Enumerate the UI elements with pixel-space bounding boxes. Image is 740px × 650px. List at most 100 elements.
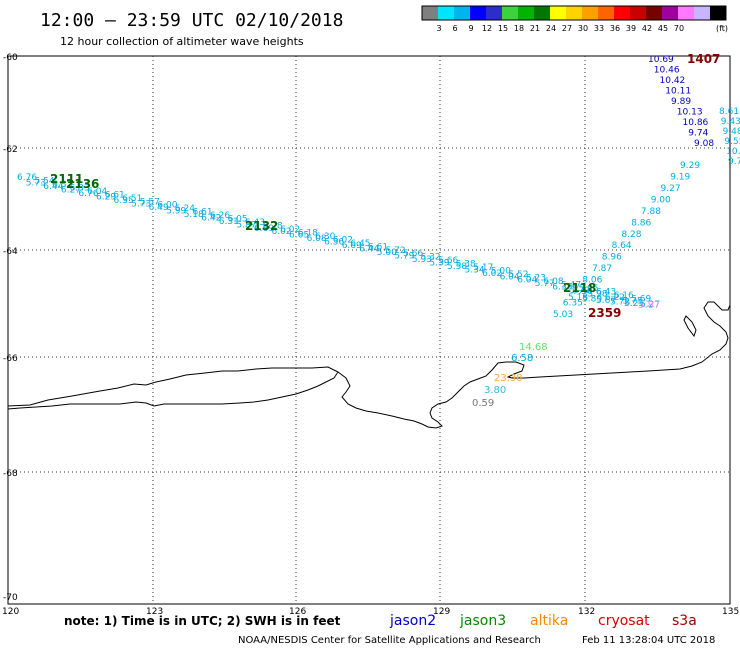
time-label-2136: 2136	[66, 177, 99, 191]
swh-value-label: 6.43	[596, 287, 616, 297]
sat-legend-s3a: s3a	[672, 613, 697, 629]
lat-label-68: -68	[3, 469, 18, 479]
swh-value-label: 6.04	[517, 276, 537, 286]
colorbar-tick-label: 45	[658, 24, 668, 33]
colorbar-swatch	[614, 6, 630, 20]
lat-label-62: -62	[3, 145, 18, 155]
swh-value-label: 6.61	[105, 190, 125, 200]
swh-value-label: 10.13	[677, 108, 703, 118]
colorbar-swatch	[598, 6, 614, 20]
swh-value-label: 8.96	[602, 253, 622, 263]
swh-value-label: 5.99	[166, 207, 186, 217]
swh-value-label: 5.77	[535, 279, 555, 289]
swh-value-label: 5.57	[140, 197, 160, 207]
colorbar-tick-label: 42	[642, 24, 652, 33]
colorbar-swatch	[678, 6, 694, 20]
lon-label-123: 123	[146, 607, 163, 617]
swh-value-label: 6.08	[544, 277, 564, 287]
footer-credit: NOAA/NESDIS Center for Satellite Applica…	[238, 635, 541, 646]
header-title: 12:00 – 23:59 UTC 02/10/2018	[40, 10, 343, 31]
time-label-2111: 2111	[50, 172, 83, 186]
colorbar-tick-label: 3	[436, 24, 441, 33]
colorbar-tick-label: 39	[626, 24, 636, 33]
swh-value-label: 9.74	[688, 129, 708, 139]
swh-value-label: 6.02	[280, 225, 300, 235]
swh-value-label: 5.69	[631, 294, 651, 304]
swh-value-label: 5.73	[131, 200, 151, 210]
swh-value-label: 5.54	[35, 177, 55, 187]
swh-value-label: 5.66	[403, 249, 423, 259]
sat-legend-cryosat: cryosat	[598, 613, 650, 629]
swh-value-label: 5.79	[570, 286, 590, 296]
colorbar-tick-label: 24	[546, 24, 556, 33]
swh-value-label: 6.27	[61, 186, 81, 196]
colorbar-swatch	[438, 6, 454, 20]
swh-value-label: 6.24	[175, 204, 195, 214]
swh-value-label: 6.65	[289, 231, 309, 241]
swh-value-label: 5.23	[526, 274, 546, 284]
swh-value-label: 6.82	[52, 180, 72, 190]
swh-value-label: 6.22	[605, 293, 625, 303]
swh-value-label: 9.89	[671, 97, 691, 107]
colorbar-swatch	[550, 6, 566, 20]
colorbar-border	[421, 5, 727, 21]
swh-value-label: 6.44	[359, 245, 379, 255]
colorbar-unit: (ft)	[716, 24, 728, 33]
swh-value-label: 6.35	[563, 299, 583, 309]
swh-value-label: 6.61	[193, 208, 213, 218]
swh-value-label: 6.30	[315, 232, 335, 242]
swh-coast-lightblue: 3.80	[484, 385, 506, 396]
colorbar-tick-label: 33	[594, 24, 604, 33]
swh-value-label: 6.02	[482, 269, 502, 279]
swh-value-label: 7.88	[641, 207, 661, 217]
lon-label-120: 120	[2, 607, 19, 617]
colorbar-swatch	[422, 6, 438, 20]
time-label-2132: 2132	[245, 219, 278, 233]
swh-coast-orange: 23.38	[494, 373, 523, 384]
swh-value-label: 6.76	[78, 189, 98, 199]
swh-value-label: 5.32	[421, 253, 441, 263]
swh-track-rising: 5.036.35 7.568.06 7.878.96 8.648.28 8.867.88…	[553, 161, 700, 320]
swh-value-label: 5.73	[26, 179, 46, 189]
swh-coast-green: 14.68	[519, 342, 548, 353]
lat-label-66: -66	[3, 354, 18, 364]
swh-value-label: 6.69	[254, 224, 274, 234]
swh-value-label: 7.87	[592, 264, 612, 274]
swh-value-label: 5.89	[582, 295, 602, 305]
lat-label-60: -60	[3, 53, 18, 63]
colorbar-swatch	[646, 6, 662, 20]
swh-value-label: 6.31	[219, 217, 239, 227]
swh-value-label: 6.02	[333, 235, 353, 245]
swh-value-label: 5.00	[491, 267, 511, 277]
swh-value-label: 5.66	[438, 256, 458, 266]
swh-value-label: 5.72	[386, 246, 406, 256]
colorbar-tick-label: 6	[452, 24, 457, 33]
colorbar-swatch	[454, 6, 470, 20]
swh-value-label: 8.61	[719, 107, 739, 117]
swh-track-s3a: 8.619.439.489.5510.049.74	[719, 107, 740, 167]
swh-value-label: 9.19	[670, 173, 690, 183]
swh-value-label: 6.42	[201, 213, 221, 223]
swh-value-label: 5.52	[508, 270, 528, 280]
swh-value-label: 6.29	[96, 193, 116, 203]
swh-value-label: 5.93	[412, 255, 432, 265]
swh-value-label: 6.04	[87, 187, 107, 197]
swh-value-label: 10.42	[660, 76, 686, 86]
swh-value-label: 9.08	[694, 139, 714, 149]
colorbar-swatch	[710, 6, 726, 20]
swh-value-label: 6.16	[614, 291, 634, 301]
swh-value-label: 6.08	[307, 234, 327, 244]
colorbar-swatch	[662, 6, 678, 20]
colorbar-tick-label: 15	[498, 24, 508, 33]
colorbar-swatch	[470, 6, 486, 20]
sat-legend-altika: altika	[530, 613, 568, 629]
time-label-2359: 2359	[588, 306, 621, 320]
lat-label-70: -70	[3, 593, 18, 603]
swh-value-label: 5.00	[377, 248, 397, 258]
swh-track-tail: 5.185.895.675.725.25	[568, 293, 644, 309]
swh-value-label: 6.33	[70, 183, 90, 193]
swh-value-label: 10.69	[648, 55, 674, 65]
swh-value-label: 5.25	[624, 299, 644, 309]
graticule	[8, 56, 730, 604]
